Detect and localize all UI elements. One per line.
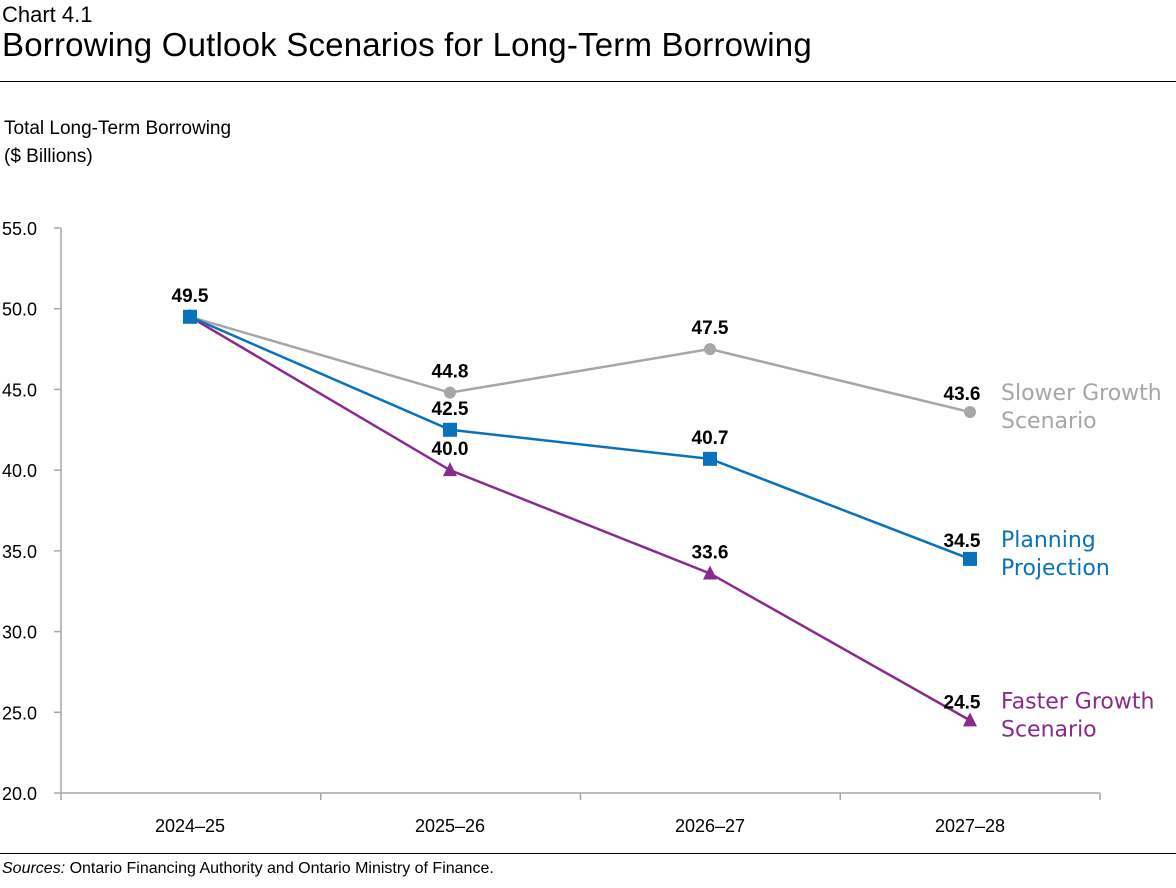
- data-label: 34.5: [944, 531, 981, 552]
- data-label: 24.5: [944, 692, 981, 713]
- data-label: 44.8: [432, 362, 469, 383]
- title-divider: [0, 81, 1176, 82]
- data-label: 40.7: [692, 428, 729, 449]
- y-tick-label: 50.0: [2, 300, 37, 320]
- x-tick-label: 2025–26: [415, 816, 485, 836]
- y-tick-label: 30.0: [2, 623, 37, 643]
- data-point-circle: [704, 343, 716, 356]
- x-tick-label: 2026–27: [675, 816, 745, 836]
- data-point-triangle: [703, 565, 717, 580]
- y-axis-label-line2: ($ Billions): [4, 146, 93, 167]
- data-label: 40.0: [432, 439, 469, 460]
- legend-label: Scenario: [1001, 409, 1097, 434]
- data-point-triangle: [443, 462, 457, 477]
- data-point-triangle: [963, 712, 977, 727]
- y-axis-label: Total Long-Term Borrowing ($ Billions): [4, 115, 231, 171]
- data-point-square: [703, 451, 717, 466]
- legend-label: Projection: [1001, 556, 1110, 581]
- legend-label: Slower Growth: [1001, 381, 1162, 406]
- series-line: [189, 315, 971, 722]
- y-tick-label: 40.0: [2, 461, 37, 481]
- chart-title: Borrowing Outlook Scenarios for Long-Ter…: [2, 26, 812, 63]
- y-tick-label: 20.0: [2, 784, 37, 804]
- y-tick-label: 25.0: [2, 703, 37, 723]
- legend-label: Faster Growth: [1001, 689, 1154, 714]
- footer-divider: [0, 853, 1176, 854]
- chart-number: Chart 4.1: [2, 2, 93, 27]
- series-line: [189, 315, 971, 414]
- y-tick-label: 35.0: [2, 542, 37, 562]
- data-label: 43.6: [944, 384, 981, 405]
- data-label: 33.6: [692, 542, 729, 563]
- legend-label: Scenario: [1001, 717, 1097, 742]
- data-point-square: [183, 309, 197, 324]
- x-tick-label: 2024–25: [155, 816, 225, 836]
- sources-text: Ontario Financing Authority and Ontario …: [65, 860, 494, 877]
- x-tick-label: 2027–28: [935, 816, 1005, 836]
- data-point-square: [963, 551, 977, 566]
- data-label: 49.5: [172, 286, 209, 307]
- sources-note: Sources: Ontario Financing Authority and…: [2, 860, 494, 878]
- data-label: 47.5: [692, 318, 729, 339]
- data-point-circle: [964, 406, 976, 419]
- data-point-circle: [444, 386, 456, 399]
- legend-label: Planning: [1001, 528, 1096, 553]
- sources-label: Sources:: [2, 860, 66, 877]
- series-line: [189, 315, 971, 561]
- y-tick-label: 55.0: [2, 219, 37, 239]
- y-tick-label: 45.0: [2, 380, 37, 400]
- data-label: 42.5: [432, 399, 469, 420]
- y-axis-label-line1: Total Long-Term Borrowing: [4, 118, 232, 139]
- data-point-square: [443, 422, 457, 437]
